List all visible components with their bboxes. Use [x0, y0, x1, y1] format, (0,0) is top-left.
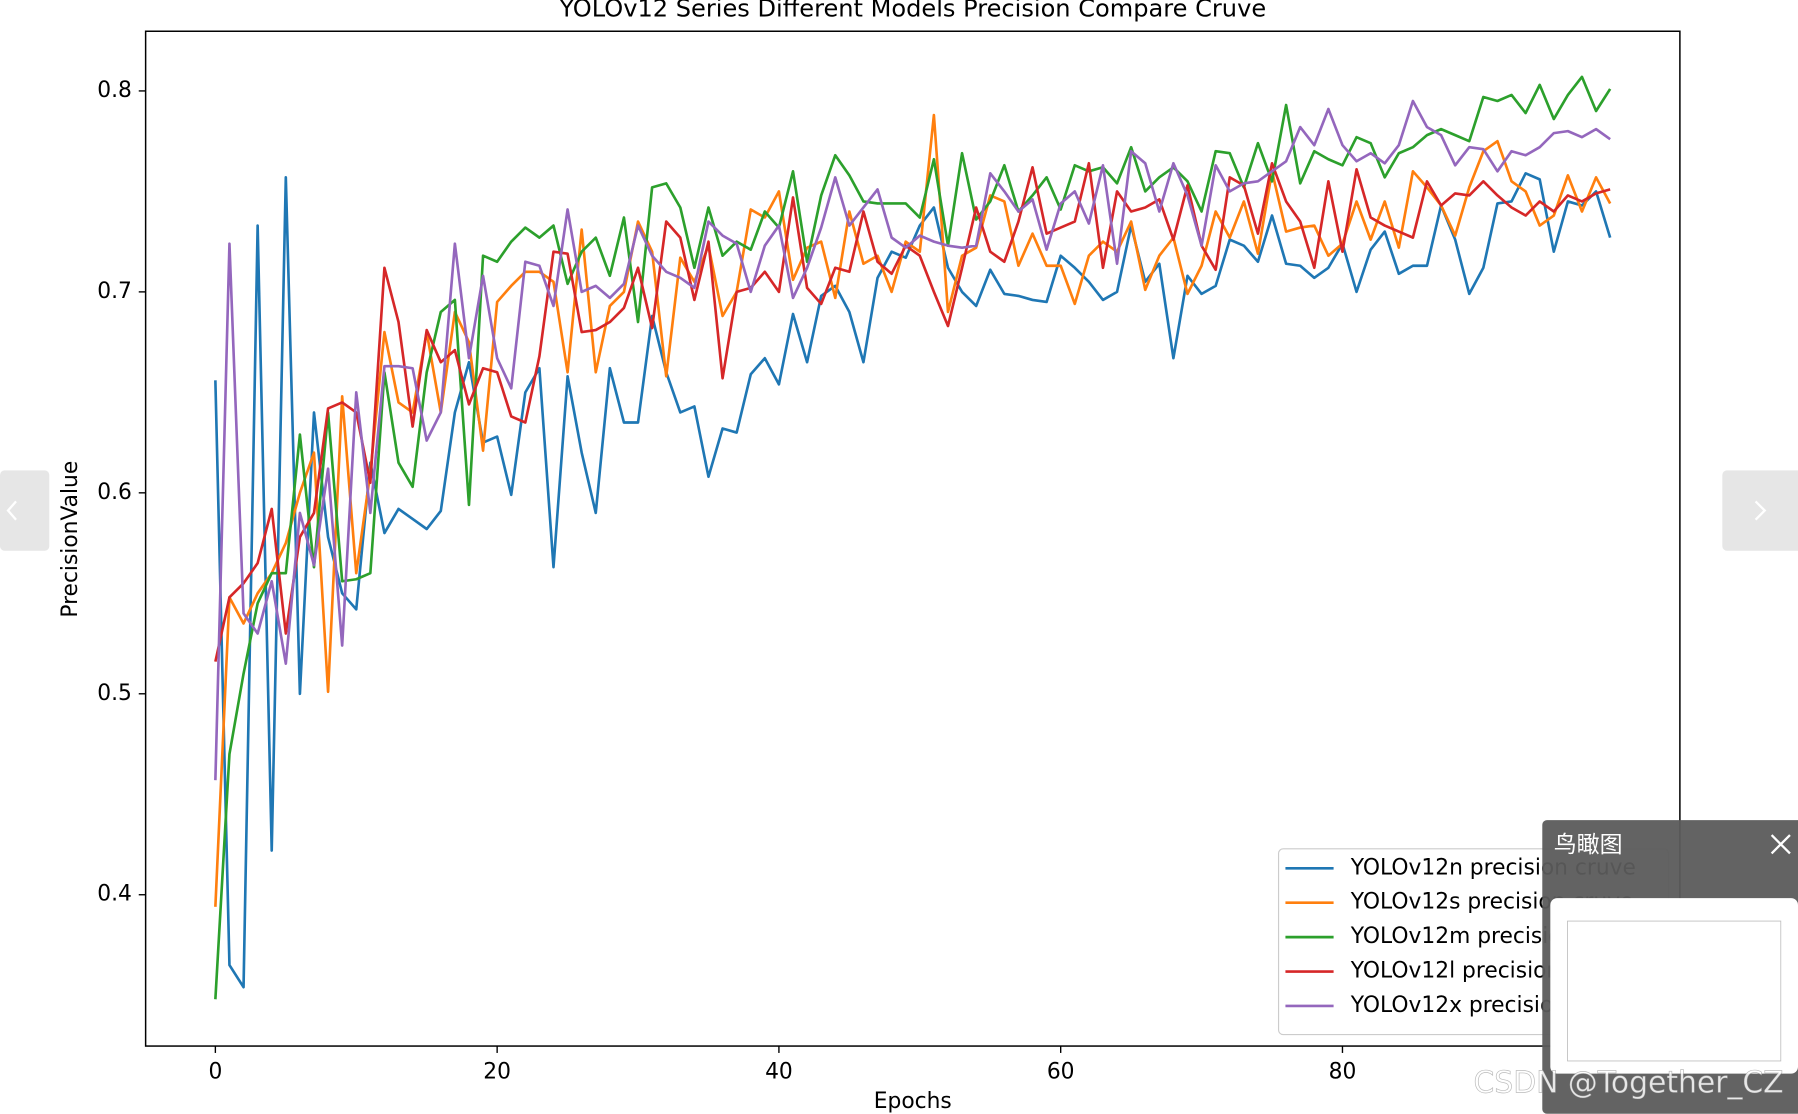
nav-next-icon: [1754, 500, 1767, 521]
nav-next-button[interactable]: [1722, 470, 1798, 551]
x-tick-label: 80: [1329, 1059, 1357, 1084]
watermark: CSDN @Together_CZ: [1473, 1065, 1783, 1100]
series-line: [214, 99, 1611, 781]
overview-close[interactable]: [1770, 834, 1791, 855]
x-tick-label: 0: [208, 1059, 222, 1084]
x-tick-label: 60: [1047, 1059, 1075, 1084]
series-line: [214, 75, 1612, 1000]
x-tick-label: 40: [765, 1059, 793, 1084]
y-tick-label: 0.4: [97, 882, 132, 907]
overview-thumbnail-frame: [1567, 920, 1782, 1062]
y-tick-label: 0.6: [97, 480, 132, 505]
y-tick-label: 0.5: [97, 681, 132, 706]
nav-next[interactable]: [1722, 470, 1798, 551]
nav-prev-icon: [6, 500, 17, 521]
x-tick-label: 20: [483, 1059, 511, 1084]
y-axis-label: PrecisionValue: [58, 461, 83, 618]
axes-frame: [144, 30, 1681, 1047]
nav-prev-button[interactable]: [0, 470, 50, 551]
nav-prev[interactable]: [0, 470, 50, 551]
overview-title: 鸟瞰图: [1554, 832, 1623, 858]
y-tick-label: 0.7: [97, 279, 132, 304]
y-tick-label: 0.8: [97, 78, 132, 103]
overview-thumbnail[interactable]: [1550, 898, 1798, 1074]
series-line: [214, 161, 1611, 662]
overview-panel: 鸟瞰图: [1542, 820, 1798, 1114]
x-axis-label: Epochs: [874, 1089, 952, 1114]
chart-title: YOLOv12 Series Different Models Precisio…: [558, 0, 1266, 22]
